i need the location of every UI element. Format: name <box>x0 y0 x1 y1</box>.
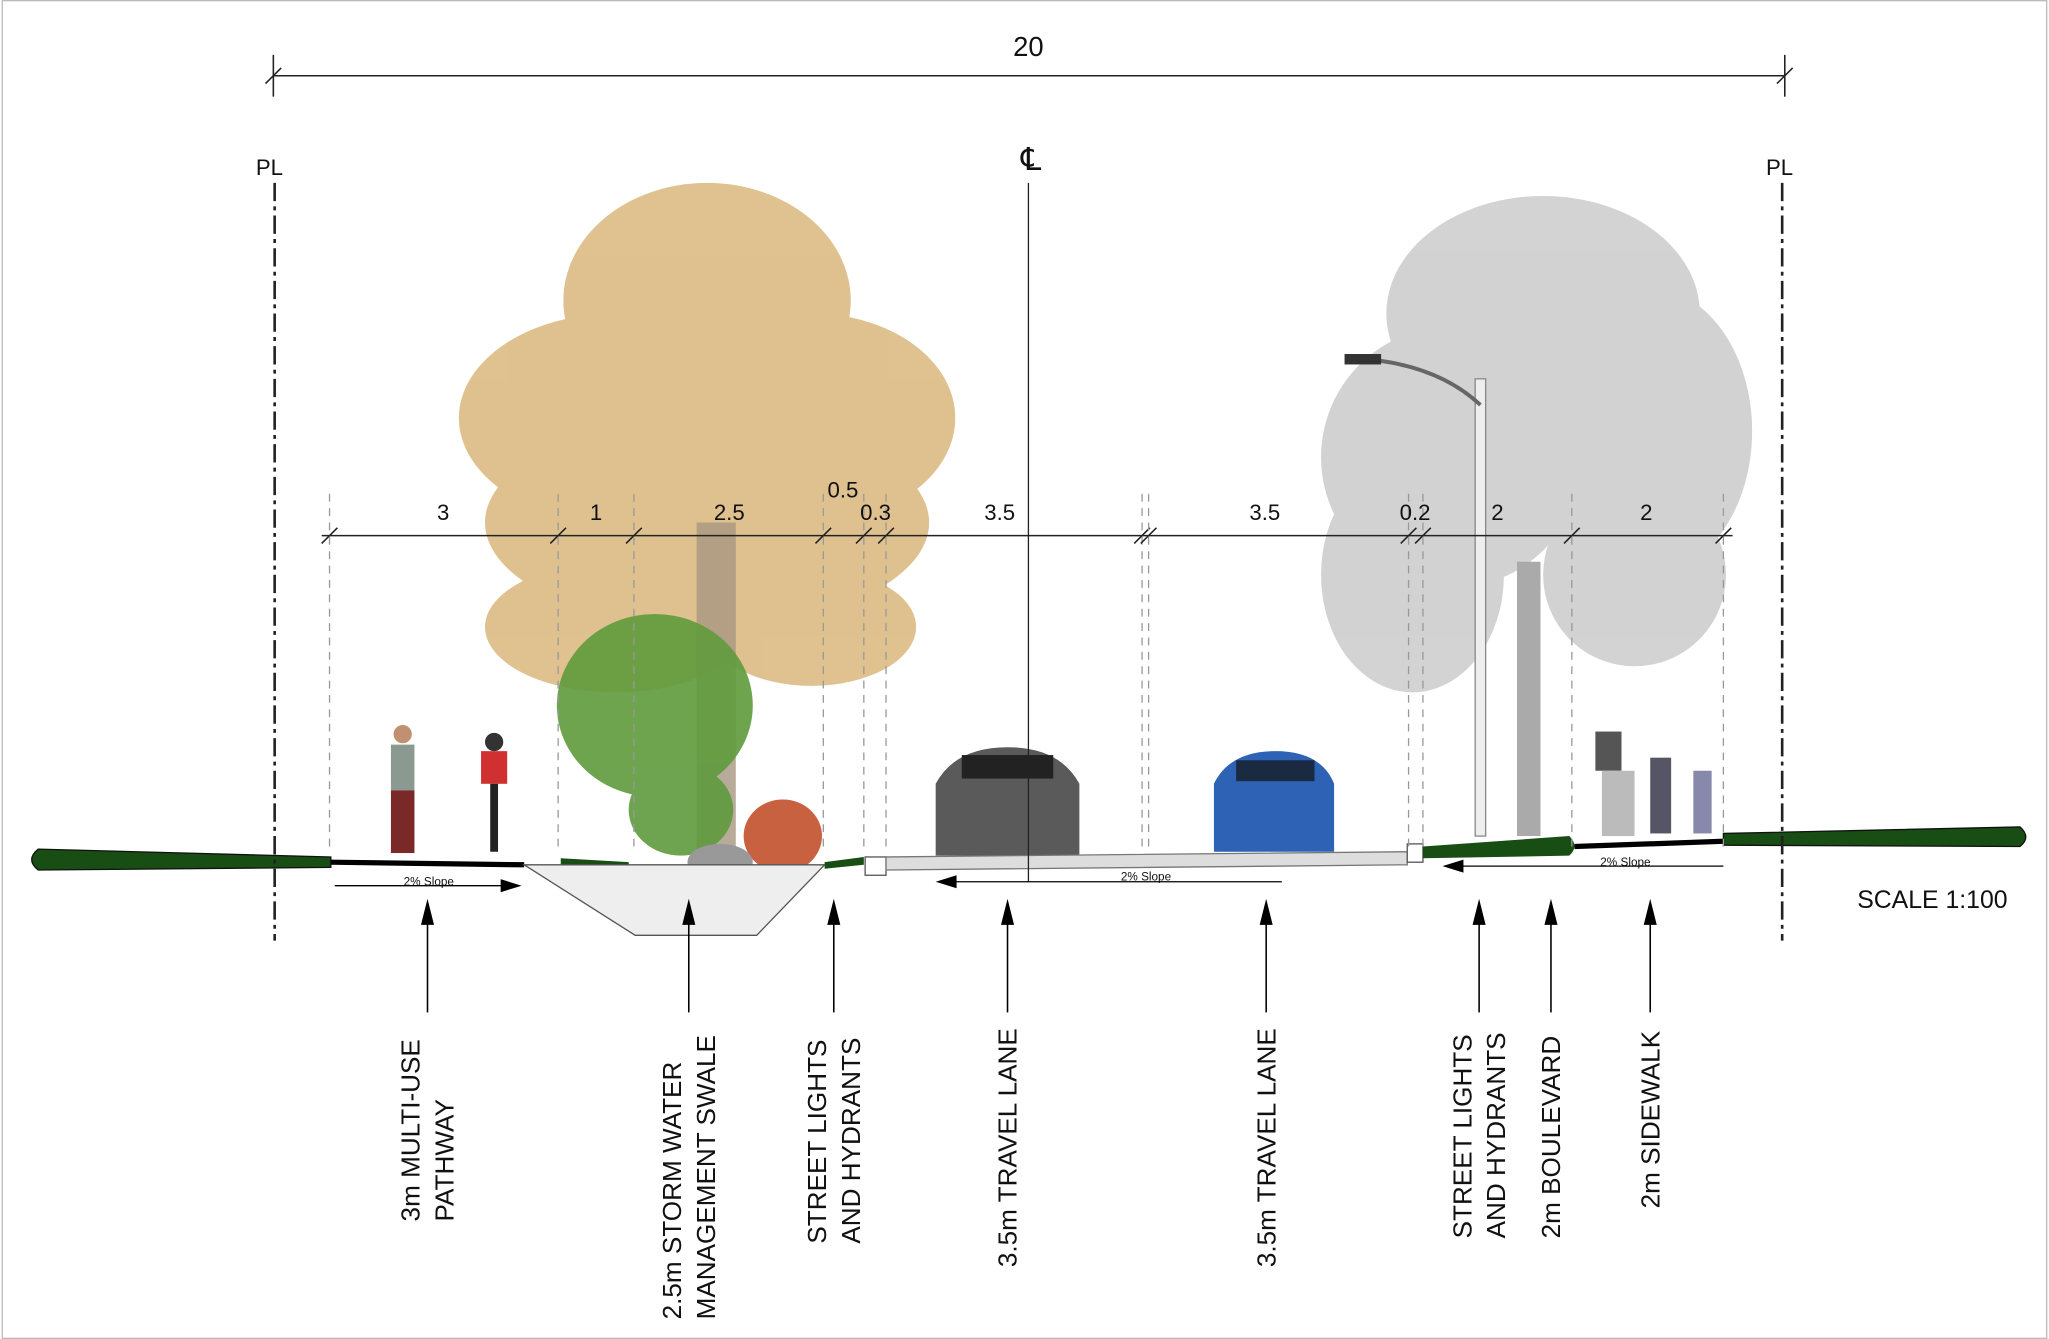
callout-arrowhead <box>1544 898 1558 925</box>
callout-arrowhead <box>420 898 435 925</box>
dimension-label: 0.5 <box>827 478 858 503</box>
callout-label: 2m BOULEVARD <box>1536 1036 1566 1239</box>
dimension-label: 2 <box>1640 500 1652 525</box>
dimension-tick <box>1715 527 1732 544</box>
cars <box>935 747 1335 856</box>
callout-arrowhead <box>1643 898 1657 925</box>
ground <box>31 826 2027 936</box>
dimension-tick <box>855 527 873 544</box>
dimension-label: 0.3 <box>860 500 891 525</box>
dimension-tick <box>1133 527 1151 544</box>
dimension-tick <box>625 527 643 544</box>
centerline-label: ℄ <box>1020 142 1041 177</box>
callout-label: AND HYDRANTS <box>836 1038 866 1244</box>
dimension-label: 1 <box>590 500 602 525</box>
dimension-tick <box>321 527 338 544</box>
callout-label: 2.5m STORM WATER <box>657 1062 687 1320</box>
dimension-tick <box>814 527 832 544</box>
callout-arrowhead <box>827 898 841 925</box>
dimension-label: 3.5 <box>984 500 1015 525</box>
callout-label: 3m MULTI-USE <box>396 1039 426 1221</box>
callout-label: 3.5m TRAVEL LANE <box>993 1028 1023 1267</box>
dimension-tick <box>549 527 567 544</box>
dimension-label: 3.5 <box>1249 500 1280 525</box>
slope-label: 2% Slope <box>1121 870 1172 883</box>
dimension-label: 2.5 <box>714 500 745 525</box>
property-line-label: PL <box>256 155 283 180</box>
dimension-label: 0.2 <box>1400 500 1431 525</box>
callout-label: AND HYDRANTS <box>1481 1032 1511 1238</box>
dimension-label: 3 <box>437 500 449 525</box>
slope-label: 2% Slope <box>404 876 455 889</box>
slope-label: 2% Slope <box>1600 856 1651 869</box>
slope-arrows <box>334 859 1724 893</box>
callout-arrowhead <box>1259 898 1273 925</box>
scale-label: SCALE 1:100 <box>1857 887 2007 914</box>
total-width: 20 <box>1013 31 1044 62</box>
callout-label: 3.5m TRAVEL LANE <box>1251 1028 1281 1267</box>
people <box>390 725 1712 854</box>
callout-arrowhead <box>1000 898 1015 925</box>
dimension-tick <box>1400 527 1417 544</box>
callout-label: STREET LIGHTS <box>802 1040 832 1244</box>
trees <box>458 182 1753 881</box>
dimension-tick <box>1414 527 1432 544</box>
callout-arrowhead <box>682 898 696 925</box>
property-line-label: PL <box>1766 155 1793 180</box>
street-light <box>1344 354 1487 837</box>
dimension-label: 2 <box>1491 500 1503 525</box>
dimension-tick <box>877 527 895 544</box>
dimension-tick <box>1140 527 1157 544</box>
reference-lines <box>264 54 1794 941</box>
callout-label: 2m SIDEWALK <box>1635 1030 1665 1208</box>
callout-arrowhead <box>1472 898 1486 925</box>
callout-label: STREET LIGHTS <box>1447 1034 1477 1238</box>
dimension-tick <box>1563 527 1581 544</box>
callout-label: PATHWAY <box>430 1099 460 1221</box>
callout-label: MANAGEMENT SWALE <box>691 1035 721 1319</box>
